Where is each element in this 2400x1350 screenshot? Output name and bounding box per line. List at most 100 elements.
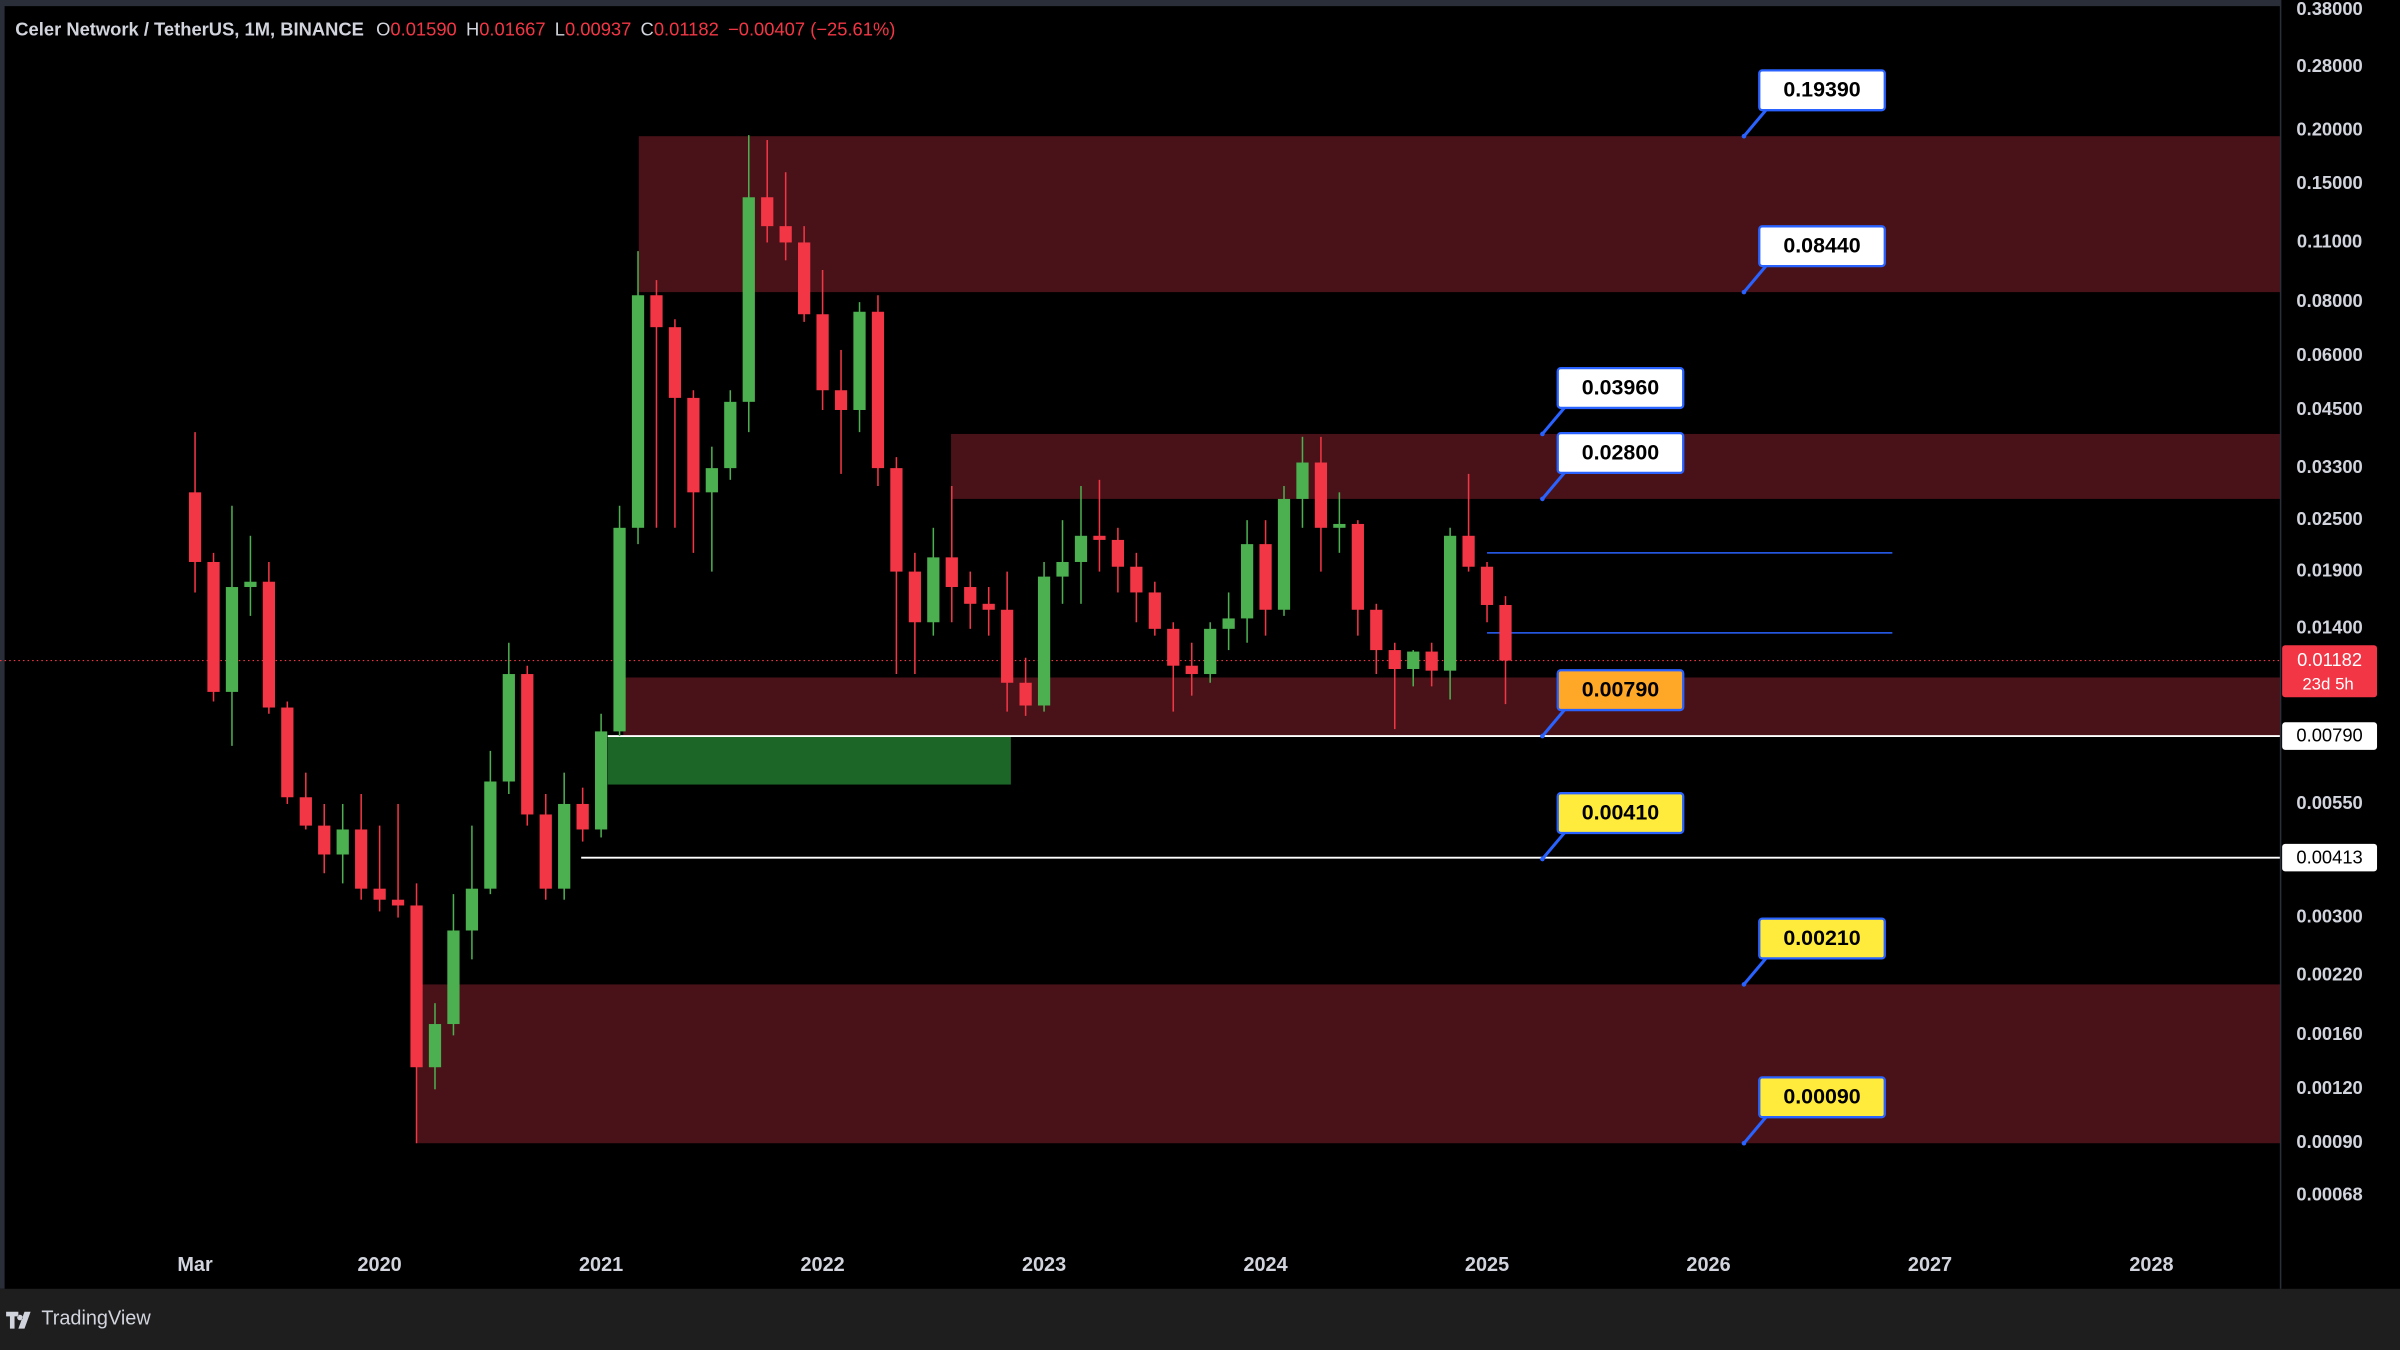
candle-body bbox=[1388, 650, 1401, 669]
left-frame bbox=[0, 0, 5, 1289]
callout-anchor bbox=[1540, 856, 1545, 862]
candle-body bbox=[1074, 535, 1088, 562]
candle-body bbox=[1462, 535, 1475, 567]
callout-label: 0.02800 bbox=[1582, 440, 1659, 464]
callout-box bbox=[1556, 431, 1685, 475]
candle-body bbox=[373, 888, 386, 900]
callout-pointer bbox=[1742, 1113, 1770, 1145]
candle-body bbox=[1314, 462, 1328, 528]
candle-body bbox=[1277, 498, 1291, 610]
x-tick-label: 2022 bbox=[800, 1254, 844, 1276]
candle-body bbox=[761, 197, 774, 227]
y-tick-label: 0.00120 bbox=[2296, 1077, 2362, 1098]
candle-body bbox=[521, 674, 534, 815]
tradingview-logo: TradingView bbox=[6, 1308, 151, 1330]
callout-box bbox=[1758, 69, 1886, 112]
candle-body bbox=[558, 803, 571, 889]
callout-box bbox=[1556, 366, 1685, 410]
level-tag bbox=[2282, 843, 2378, 872]
candle-body bbox=[1333, 523, 1346, 528]
y-tick-label: 0.00160 bbox=[2296, 1023, 2362, 1044]
candle-body bbox=[1037, 576, 1051, 706]
callout-box bbox=[1556, 792, 1685, 835]
candle-body bbox=[1019, 682, 1032, 706]
callout-pointer bbox=[1541, 468, 1569, 500]
candle-body bbox=[1204, 628, 1217, 675]
zone bbox=[417, 984, 2281, 1144]
footer-bar bbox=[0, 1288, 2400, 1350]
candle-body bbox=[576, 803, 589, 830]
y-tick-label: 0.04500 bbox=[2296, 398, 2362, 419]
y-tick-label: 0.11000 bbox=[2297, 230, 2362, 251]
footer-brand: TradingView bbox=[41, 1308, 151, 1330]
callout-box bbox=[1758, 917, 1886, 960]
callout-label: 0.19390 bbox=[1783, 78, 1860, 102]
callout-label: 0.08440 bbox=[1783, 234, 1860, 258]
ohlc-value: 0.01667 bbox=[479, 18, 545, 39]
callout-anchor bbox=[1741, 133, 1747, 139]
level-tag-label: 0.00790 bbox=[2296, 725, 2362, 746]
last-price-label: 0.01182 bbox=[2297, 649, 2362, 670]
level-tag bbox=[2282, 722, 2378, 750]
candle-body bbox=[908, 571, 922, 623]
x-tick-label: 2027 bbox=[1908, 1254, 1952, 1276]
candle-body bbox=[1111, 539, 1125, 567]
callout-label: 0.00790 bbox=[1582, 678, 1659, 702]
x-tick-label: 2020 bbox=[358, 1254, 402, 1276]
candle-body bbox=[871, 311, 885, 469]
x-tick-label: 2024 bbox=[1243, 1254, 1287, 1276]
candle-body bbox=[391, 899, 405, 906]
candle-body bbox=[1130, 566, 1143, 593]
candle-body bbox=[244, 581, 257, 588]
callout-box bbox=[1758, 1076, 1886, 1119]
callout-anchor bbox=[1540, 733, 1545, 739]
x-tick-label: Mar bbox=[177, 1254, 213, 1276]
callout-label: 0.00090 bbox=[1783, 1085, 1860, 1109]
candle-body bbox=[1480, 566, 1494, 605]
x-tick-label: 2026 bbox=[1686, 1254, 1730, 1276]
candle-body bbox=[1351, 523, 1364, 610]
y-tick-label: 0.38000 bbox=[2296, 0, 2362, 19]
x-tick-label: 2028 bbox=[2129, 1254, 2173, 1276]
callout-anchor bbox=[1741, 982, 1747, 987]
candle-body bbox=[1425, 651, 1438, 671]
candle-body bbox=[336, 829, 349, 855]
change: −0.00407 (−25.61%) bbox=[728, 18, 895, 39]
y-tick-label: 0.06000 bbox=[2296, 344, 2362, 365]
candle-body bbox=[1370, 609, 1383, 651]
candle-body bbox=[539, 814, 552, 889]
symbol-title: Celer Network / TetherUS, 1M, BINANCE bbox=[15, 18, 364, 39]
callout-pointer bbox=[1742, 262, 1770, 294]
callout-box bbox=[1556, 669, 1685, 712]
y-tick-label: 0.00068 bbox=[2296, 1184, 2362, 1205]
callout-pointer bbox=[1541, 828, 1569, 861]
candle-body bbox=[1296, 462, 1309, 499]
candle-body bbox=[724, 401, 737, 469]
callout-pointer bbox=[1541, 403, 1569, 435]
callout-anchor bbox=[1540, 431, 1545, 437]
ohlc-key: L bbox=[555, 18, 565, 39]
ohlc-value: 0.01590 bbox=[390, 18, 456, 39]
logo-icon bbox=[6, 1311, 31, 1329]
y-tick-label: 0.01900 bbox=[2296, 559, 2362, 580]
candle-body bbox=[668, 327, 682, 398]
candle-body bbox=[225, 587, 239, 692]
callout-anchor bbox=[1741, 1140, 1747, 1146]
x-tick-label: 2025 bbox=[1465, 1254, 1509, 1276]
chart-header: Celer Network / TetherUS, 1M, BINANCE O0.… bbox=[15, 18, 895, 39]
candle-body bbox=[631, 295, 645, 528]
y-tick-label: 0.00220 bbox=[2296, 964, 2362, 985]
zone bbox=[607, 736, 1011, 785]
zone bbox=[638, 136, 2281, 293]
callout-pointer bbox=[1742, 106, 1770, 138]
candle-body bbox=[502, 674, 515, 782]
y-tick-label: 0.15000 bbox=[2296, 172, 2362, 193]
callout-pointer bbox=[1541, 706, 1569, 738]
callout-box bbox=[1758, 225, 1886, 268]
candle-body bbox=[1240, 544, 1254, 619]
candle-body bbox=[1259, 544, 1272, 610]
ohlc-key: C bbox=[641, 18, 654, 39]
candle-body bbox=[465, 888, 479, 931]
x-tick-label: 2023 bbox=[1022, 1254, 1066, 1276]
